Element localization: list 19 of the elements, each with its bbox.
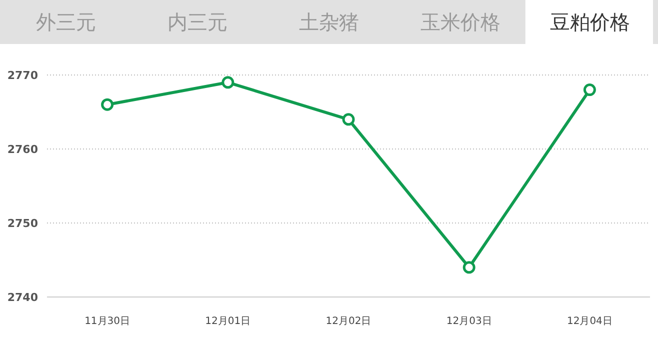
y-tick-label: 2760 [7, 142, 38, 156]
y-tick-label: 2740 [7, 290, 38, 304]
text: 外三元 [36, 10, 96, 34]
x-tick-label: 12月01日 [205, 316, 251, 327]
text: 玉米价格 [420, 10, 501, 34]
point [222, 76, 234, 89]
point [462, 261, 476, 274]
point [342, 113, 355, 126]
x-tick-label: 11月30日 [84, 316, 130, 327]
text: 内三元 [167, 10, 228, 34]
point [101, 98, 114, 111]
chart-title: 豆粕价格 [550, 10, 630, 34]
x-tick-label: 12月03日 [446, 316, 492, 327]
y-tick-label: 2750 [7, 216, 38, 230]
x-tick-label: 12月02日 [326, 316, 372, 327]
x-tick-label: 12月04日 [566, 316, 612, 327]
point [583, 84, 596, 96]
text: 土杂猪 [299, 10, 359, 34]
y-tick-label: 2770 [7, 68, 38, 82]
